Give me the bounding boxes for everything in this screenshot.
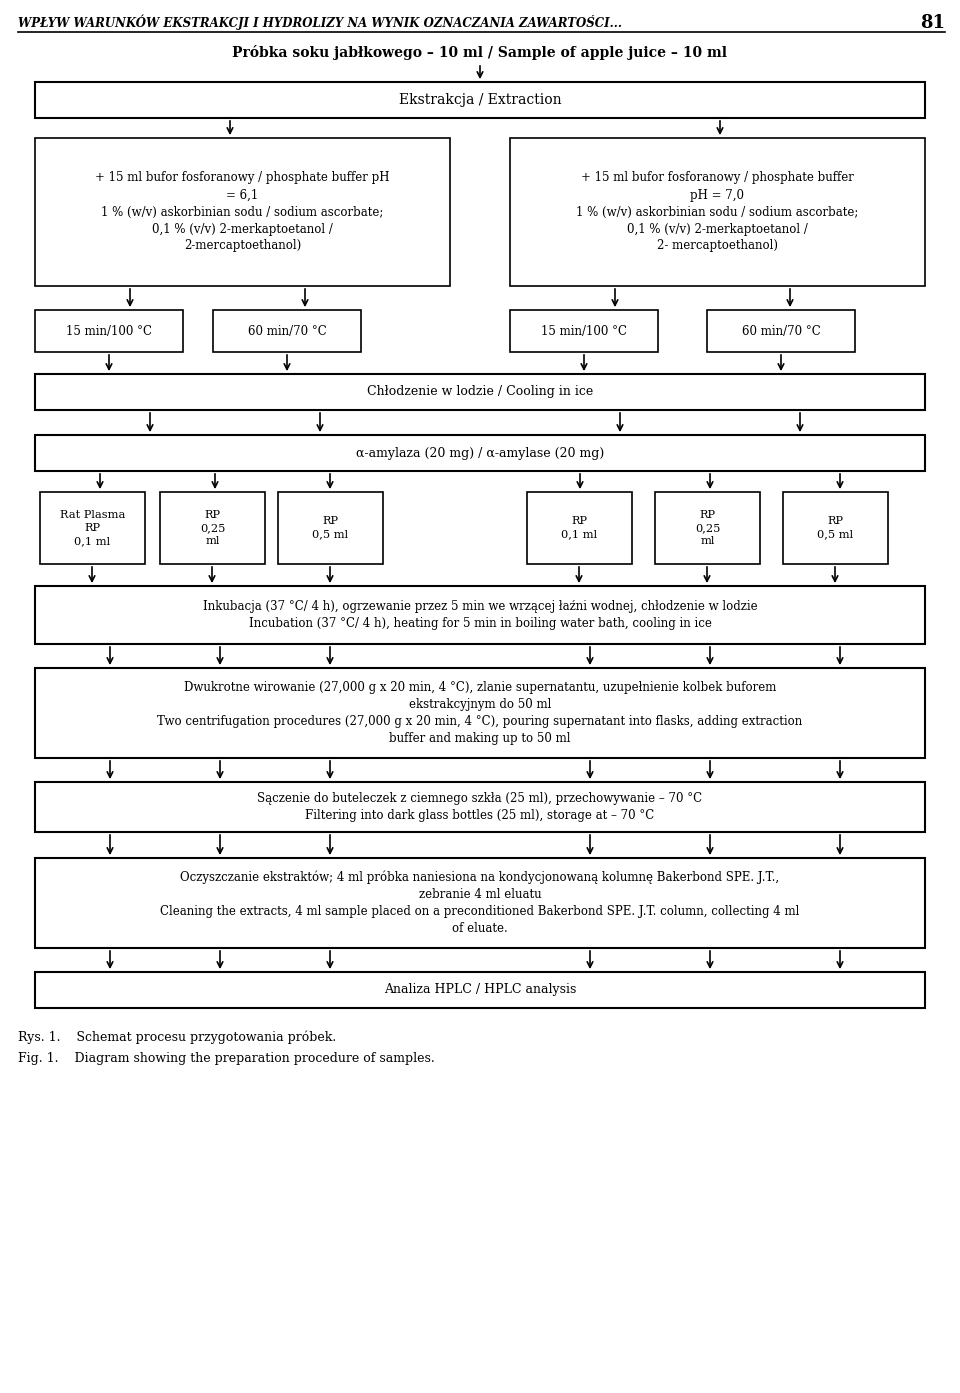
Text: Oczyszczanie ekstraktów; 4 ml próbka naniesiona na kondycjonowaną kolumnę Bakerb: Oczyszczanie ekstraktów; 4 ml próbka nan… xyxy=(160,871,800,935)
Text: Rys. 1.    Schemat procesu przygotowania próbek.: Rys. 1. Schemat procesu przygotowania pr… xyxy=(18,1029,336,1043)
Text: Ekstrakcja / Extraction: Ekstrakcja / Extraction xyxy=(398,93,562,107)
Bar xyxy=(35,669,925,758)
Text: RP
0,25
ml: RP 0,25 ml xyxy=(200,510,226,546)
Bar xyxy=(213,311,361,352)
Text: Fig. 1.    Diagram showing the preparation procedure of samples.: Fig. 1. Diagram showing the preparation … xyxy=(18,1052,435,1066)
Text: Analiza HPLC / HPLC analysis: Analiza HPLC / HPLC analysis xyxy=(384,983,576,996)
Bar xyxy=(655,492,760,564)
Text: RP
0,1 ml: RP 0,1 ml xyxy=(562,517,597,539)
Bar xyxy=(510,138,925,286)
Bar xyxy=(35,435,925,471)
Text: Inkubacja (37 °C/ 4 h), ogrzewanie przez 5 min we wrzącej łaźni wodnej, chłodzen: Inkubacja (37 °C/ 4 h), ogrzewanie przez… xyxy=(203,600,757,630)
Text: 15 min/100 °C: 15 min/100 °C xyxy=(66,325,152,337)
Text: Próbka soku jabłkowego – 10 ml / Sample of apple juice – 10 ml: Próbka soku jabłkowego – 10 ml / Sample … xyxy=(232,45,728,60)
Text: RP
0,25
ml: RP 0,25 ml xyxy=(695,510,720,546)
Text: 81: 81 xyxy=(920,14,945,32)
Bar xyxy=(527,492,632,564)
Text: 60 min/70 °C: 60 min/70 °C xyxy=(742,325,821,337)
Bar xyxy=(35,311,183,352)
Bar xyxy=(783,492,888,564)
Text: + 15 ml bufor fosforanowy / phosphate buffer pH
= 6,1
1 % (w/v) askorbinian sodu: + 15 ml bufor fosforanowy / phosphate bu… xyxy=(95,171,390,252)
Bar xyxy=(35,82,925,118)
Text: Chłodzenie w lodzie / Cooling in ice: Chłodzenie w lodzie / Cooling in ice xyxy=(367,386,593,398)
Bar xyxy=(35,138,450,286)
Text: 15 min/100 °C: 15 min/100 °C xyxy=(541,325,627,337)
Text: RP
0,5 ml: RP 0,5 ml xyxy=(312,517,348,539)
Text: Dwukrotne wirowanie (27,000 g x 20 min, 4 °C), zlanie supernatantu, uzupełnienie: Dwukrotne wirowanie (27,000 g x 20 min, … xyxy=(157,681,803,745)
Text: 60 min/70 °C: 60 min/70 °C xyxy=(248,325,326,337)
Text: WPŁYW WARUNKÓW EKSTRAKCJI I HYDROLIZY NA WYNIK OZNACZANIA ZAWARTOŚCI...: WPŁYW WARUNKÓW EKSTRAKCJI I HYDROLIZY NA… xyxy=(18,14,622,29)
Text: RP
0,5 ml: RP 0,5 ml xyxy=(817,517,853,539)
Bar xyxy=(35,586,925,644)
Bar xyxy=(510,311,658,352)
Bar xyxy=(278,492,383,564)
Text: + 15 ml bufor fosforanowy / phosphate buffer
pH = 7,0
1 % (w/v) askorbinian sodu: + 15 ml bufor fosforanowy / phosphate bu… xyxy=(576,171,858,252)
Bar xyxy=(160,492,265,564)
Bar xyxy=(35,972,925,1009)
Text: Rat Plasma
RP
0,1 ml: Rat Plasma RP 0,1 ml xyxy=(60,510,125,546)
Bar xyxy=(35,781,925,832)
Bar xyxy=(707,311,855,352)
Bar xyxy=(35,373,925,410)
Bar xyxy=(35,858,925,949)
Bar xyxy=(40,492,145,564)
Text: α-amylaza (20 mg) / α-amylase (20 mg): α-amylaza (20 mg) / α-amylase (20 mg) xyxy=(356,447,604,460)
Text: Sączenie do buteleczek z ciemnego szkła (25 ml), przechowywanie – 70 °C
Filterin: Sączenie do buteleczek z ciemnego szkła … xyxy=(257,793,703,822)
